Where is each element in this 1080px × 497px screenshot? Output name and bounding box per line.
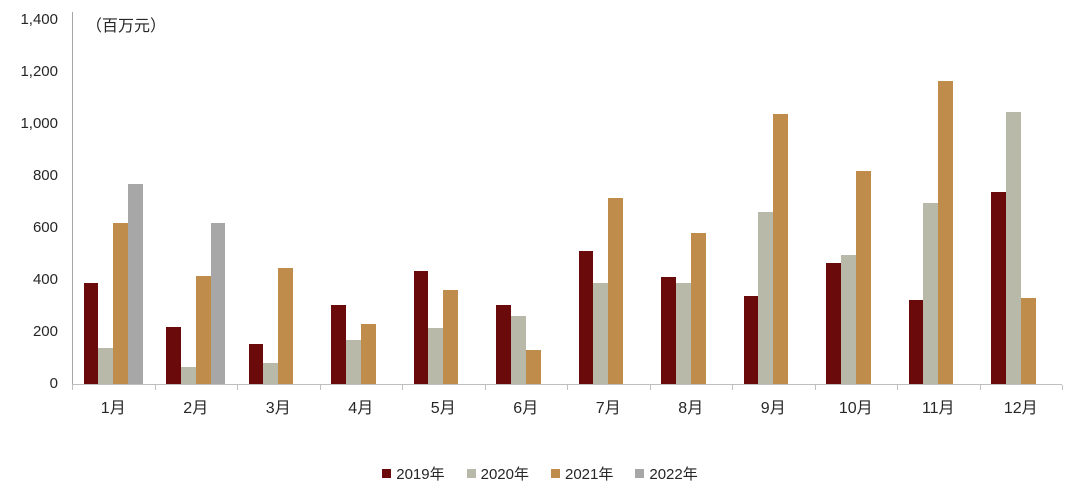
x-category-label: 9月 [760,400,786,417]
legend-swatch-icon [382,469,392,478]
bar-2019年-7月 [578,251,594,384]
bar-2019年-6月 [496,304,511,384]
legend-label: 2021年 [565,466,614,483]
bar-2020年-1月 [98,347,114,384]
x-axis-tick [897,385,898,390]
y-axis-line [72,12,73,385]
y-tick-label: 800 [32,167,58,184]
legend-item-2020年: 2020年 [466,463,529,484]
bar-2021年-2月 [195,276,211,384]
bar-2019年-12月 [991,191,1006,384]
bar-2020年-10月 [840,255,856,384]
bar-2019年-8月 [661,277,676,384]
bar-2020年-9月 [758,212,774,384]
y-tick-label: 1,000 [20,115,58,132]
legend-swatch-icon [635,469,645,478]
legend-label: 2020年 [480,466,529,483]
bar-2020年-11月 [923,203,939,384]
x-category-label: 5月 [430,400,456,417]
bar-2019年-10月 [826,263,841,384]
y-tick-label: 200 [32,323,58,340]
bar-2019年-4月 [331,304,346,384]
y-axis-unit-label: （百万元） [86,18,167,35]
y-tick-label: 0 [49,375,58,392]
bar-2020年-2月 [180,367,196,384]
legend-item-2019年: 2019年 [382,463,445,484]
x-axis-tick [402,385,403,390]
x-axis-tick [319,385,321,390]
x-axis-tick [1062,385,1063,390]
bar-2019年-3月 [248,343,264,384]
x-category-label: 6月 [513,400,539,417]
x-axis-tick [649,385,651,390]
bar-2019年-1月 [83,282,99,384]
x-axis-tick [979,385,981,390]
bar-2021年-10月 [855,170,871,384]
x-axis-tick [237,385,238,390]
bar-2021年-12月 [1020,298,1036,384]
x-axis-tick [732,385,733,390]
x-axis-tick [814,385,816,390]
bar-2021年-4月 [360,324,376,384]
legend-swatch-icon [466,469,476,478]
x-axis-tick [567,385,568,390]
x-category-label: 7月 [595,400,621,417]
bar-2019年-11月 [908,299,924,384]
x-category-label: 1月 [100,400,126,417]
bar-2022年-1月 [128,183,143,384]
bar-2019年-9月 [743,295,759,384]
legend-item-2021年: 2021年 [551,463,613,484]
legend-swatch-icon [551,469,560,478]
legend-label: 2022年 [649,466,698,483]
x-category-label: 2月 [183,400,209,417]
legend: 2019年 2020年 2021年 2022年 [0,463,1080,484]
x-axis-tick [154,385,156,390]
bar-2019年-5月 [413,270,429,384]
bar-2020年-12月 [1005,112,1021,384]
x-category-label: 4月 [348,400,374,417]
bar-2021年-7月 [608,198,624,384]
bar-2021年-3月 [278,268,294,384]
legend-item-2022年: 2022年 [635,463,698,484]
y-tick-label: 1,200 [20,63,58,80]
bar-2021年-11月 [938,81,954,384]
y-tick-label: 1,400 [20,11,58,28]
bar-2021年-6月 [525,350,541,384]
bar-2020年-8月 [675,282,691,384]
x-category-label: 10月 [838,400,873,417]
bar-2020年-5月 [428,328,444,384]
x-axis-tick [484,385,486,390]
y-tick-label: 400 [32,271,58,288]
x-category-label: 11月 [921,400,955,417]
bar-2020年-3月 [263,363,279,384]
bar-2020年-7月 [593,282,609,384]
bar-2021年-1月 [113,222,129,384]
bar-2021年-8月 [690,233,706,384]
x-axis-tick [72,385,73,390]
x-axis-line [72,384,1062,385]
bar-2020年-4月 [345,339,361,384]
bar-2021年-9月 [773,113,789,384]
x-category-label: 8月 [678,400,704,417]
x-category-label: 3月 [265,400,291,417]
bar-2021年-5月 [443,290,459,384]
bar-2019年-2月 [166,326,181,384]
bar-2020年-6月 [510,316,526,384]
x-category-label: 12月 [1003,400,1038,417]
legend-label: 2019年 [396,466,445,483]
bar-2022年-2月 [210,222,226,384]
y-tick-label: 600 [32,219,58,236]
